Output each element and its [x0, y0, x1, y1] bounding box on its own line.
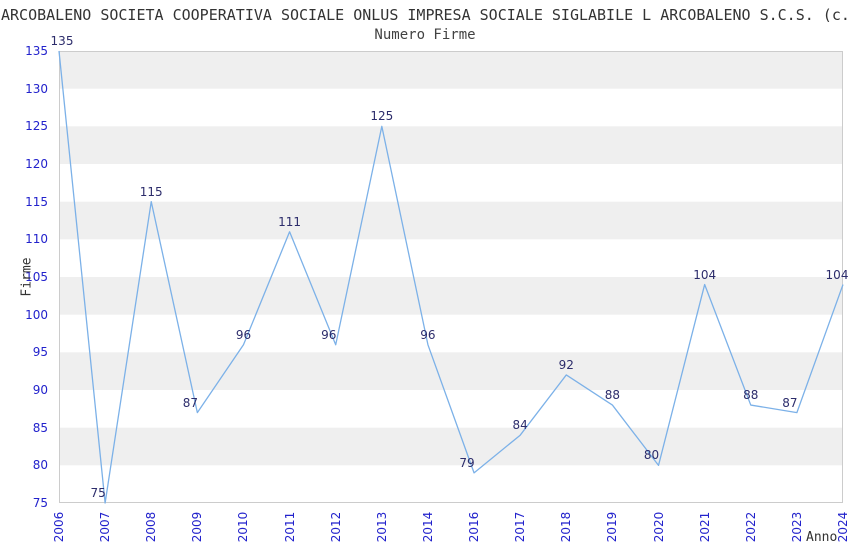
grid-band	[59, 51, 843, 89]
grid-band	[59, 126, 843, 164]
x-tick-label: 2023	[789, 511, 804, 543]
data-label: 75	[90, 486, 106, 500]
y-tick-label: 135	[25, 44, 48, 58]
chart-title: ARCOBALENO SOCIETA COOPERATIVA SOCIALE O…	[1, 6, 850, 24]
plot-border	[59, 51, 843, 503]
x-tick-label: 2016	[467, 511, 482, 543]
data-label: 96	[321, 327, 337, 342]
y-tick-label: 80	[32, 458, 48, 473]
y-tick-label: 90	[32, 383, 48, 397]
data-label: 96	[235, 327, 252, 342]
x-tick-label: 2006	[52, 511, 66, 543]
y-tick-label: 125	[25, 119, 48, 134]
y-tick-label: 105	[25, 270, 48, 284]
data-label: 135	[50, 34, 74, 48]
x-tick-label: 2009	[190, 511, 205, 543]
x-tick-label: 2010	[236, 511, 251, 543]
x-tick-label: 2020	[651, 511, 666, 543]
x-tick-label: 2021	[697, 511, 712, 543]
grid-band	[59, 352, 843, 390]
x-tick-label: 2011	[282, 511, 297, 543]
y-axis-title: Firme	[19, 257, 35, 297]
data-label: 87	[182, 395, 198, 410]
y-tick-label: 130	[25, 81, 48, 96]
x-tick-label: 2017	[513, 511, 528, 543]
chart-subtitle: Numero Firme	[374, 27, 476, 43]
data-label: 111	[278, 214, 302, 229]
y-tick-label: 95	[32, 345, 48, 360]
data-label: 79	[459, 455, 475, 470]
grid-band	[59, 427, 843, 466]
x-axis-title: Anno	[806, 530, 838, 545]
series-line	[58, 50, 844, 504]
grid-band	[59, 201, 843, 240]
data-label: 87	[782, 395, 798, 410]
y-tick-label: 120	[25, 157, 48, 171]
y-tick-label: 100	[25, 307, 48, 322]
x-tick-label: 2022	[743, 511, 758, 543]
data-label: 104	[693, 267, 717, 282]
y-tick-label: 85	[32, 420, 48, 435]
grid-band	[59, 277, 843, 315]
data-label: 88	[743, 388, 759, 403]
data-label: 125	[370, 109, 394, 124]
y-tick-label: 75	[32, 496, 48, 510]
y-tick-label: 115	[25, 194, 48, 209]
y-tick-label: 110	[25, 232, 48, 247]
x-tick-label: 2019	[605, 511, 620, 543]
data-label: 88	[604, 388, 621, 403]
data-label: 115	[139, 184, 163, 199]
data-label: 96	[420, 327, 436, 342]
data-label: 80	[643, 448, 660, 463]
x-tick-label: 2007	[98, 511, 113, 543]
data-label: 104	[825, 267, 849, 282]
x-tick-label: 2014	[420, 511, 435, 543]
data-label: 84	[512, 418, 528, 433]
data-label: 92	[558, 357, 574, 372]
x-tick-label: 2008	[144, 511, 159, 543]
x-tick-label: 2024	[836, 511, 850, 543]
x-tick-label: 2013	[374, 511, 389, 543]
x-tick-label: 2018	[559, 511, 574, 543]
x-tick-label: 2012	[328, 511, 343, 543]
